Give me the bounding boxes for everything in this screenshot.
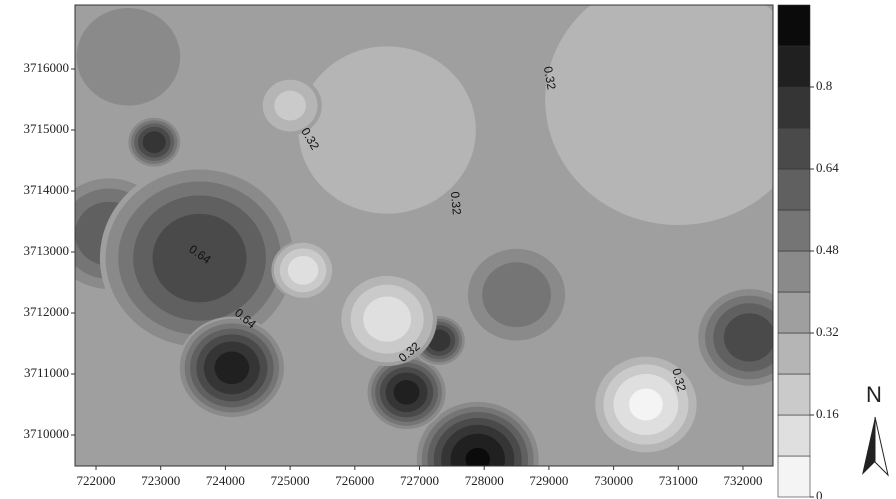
colorbar-band <box>777 250 811 293</box>
colorbar-band <box>777 4 811 47</box>
y-tick-label: 3713000 <box>24 243 70 258</box>
y-tick-label: 3714000 <box>24 182 70 197</box>
colorbar-tick-label: 0.16 <box>816 406 839 421</box>
colorbar-tick-label: 0 <box>816 488 823 499</box>
colorbar-band <box>777 86 811 129</box>
arrow-right <box>874 416 889 477</box>
colorbar-band <box>777 414 811 457</box>
contour-band <box>152 213 247 303</box>
x-tick-label: 723000 <box>141 473 180 488</box>
x-tick-label: 726000 <box>335 473 374 488</box>
contour-band <box>298 46 476 214</box>
contour-band <box>393 380 420 405</box>
arrow-left <box>862 417 875 475</box>
x-tick-label: 727000 <box>400 473 439 488</box>
contour-band <box>274 90 306 121</box>
y-tick-label: 3711000 <box>24 365 69 380</box>
colorbar-tick-label: 0.32 <box>816 324 839 339</box>
colorbar-band <box>777 291 811 334</box>
y-tick-label: 3712000 <box>24 304 70 319</box>
x-tick-label: 728000 <box>465 473 504 488</box>
x-tick-label: 729000 <box>529 473 568 488</box>
x-tick-label: 730000 <box>594 473 633 488</box>
colorbar-band <box>777 127 811 170</box>
colorbar-band <box>777 168 811 211</box>
contour-band <box>465 447 490 466</box>
contour-label: 0.32 <box>541 65 559 91</box>
contour-field <box>75 5 773 466</box>
north-label: N <box>866 382 882 407</box>
y-tick-label: 3715000 <box>24 121 70 136</box>
x-tick-label: 731000 <box>659 473 698 488</box>
contour-band <box>482 262 551 328</box>
contour-band <box>76 7 181 106</box>
contour-label: 0.32 <box>669 367 689 393</box>
colorbar-band <box>777 373 811 416</box>
colorbar-band <box>777 209 811 252</box>
contour-band <box>287 255 319 285</box>
colorbar-tick-label: 0.8 <box>816 78 832 93</box>
contour-band <box>363 296 412 342</box>
contour-band <box>142 131 166 154</box>
x-tick-label: 732000 <box>723 473 762 488</box>
y-tick-label: 3716000 <box>24 60 70 75</box>
colorbar-band <box>777 332 811 375</box>
x-tick-label: 722000 <box>77 473 116 488</box>
north-arrow: N <box>862 382 889 477</box>
x-tick-label: 725000 <box>271 473 310 488</box>
colorbar-tick-label: 0.64 <box>816 160 839 175</box>
colorbar-band <box>777 45 811 88</box>
contour-band <box>723 313 773 362</box>
contour-band <box>629 388 663 421</box>
contour-label: 0.32 <box>448 191 464 216</box>
contour-band <box>545 5 773 225</box>
colorbar-band <box>777 455 811 498</box>
plot-frame <box>74 4 774 467</box>
colorbar-tick-label: 0.48 <box>816 242 839 257</box>
x-tick-label: 724000 <box>206 473 245 488</box>
y-tick-label: 3710000 <box>24 426 70 441</box>
contour-band <box>214 351 250 385</box>
